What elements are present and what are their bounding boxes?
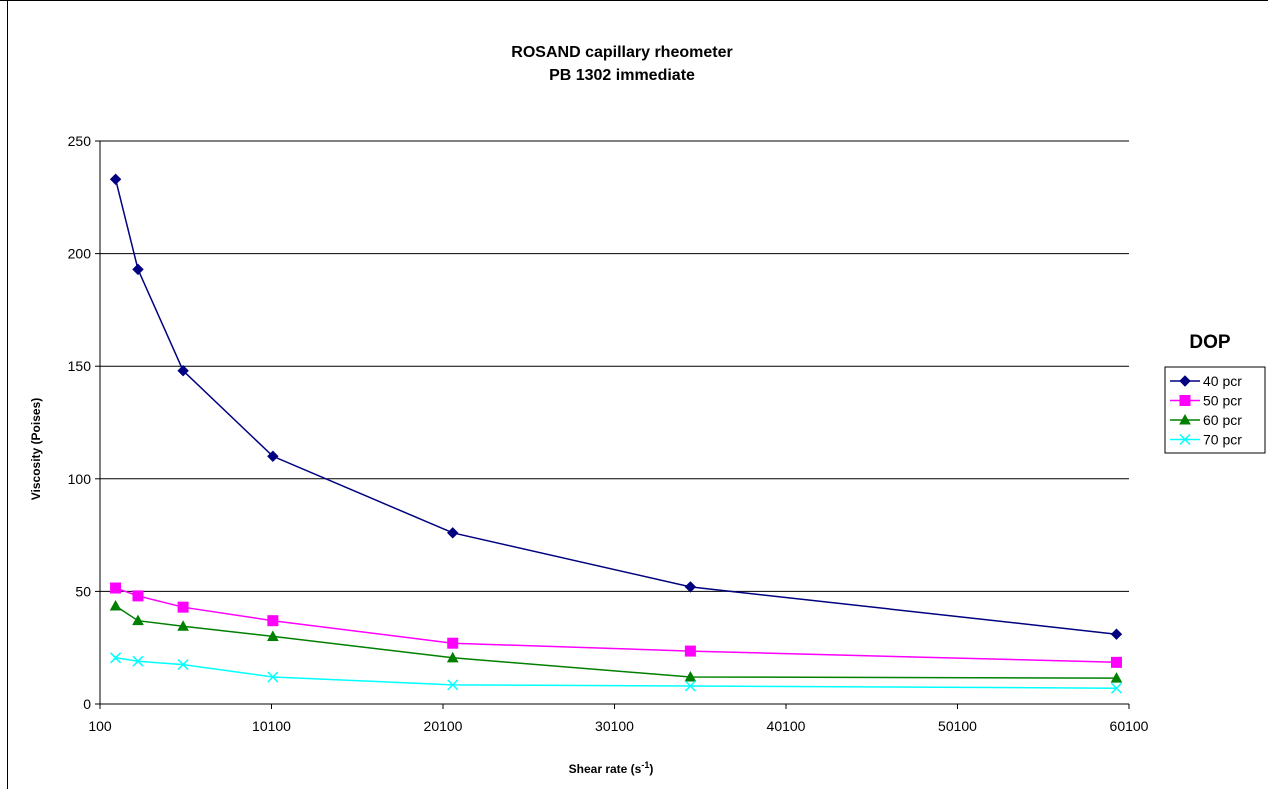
data-point-1-6 <box>1110 656 1122 668</box>
y-tick-label-2: 100 <box>68 471 92 487</box>
data-point-3-1 <box>132 655 144 667</box>
y-tick-label-5: 250 <box>68 133 92 149</box>
series-group <box>109 173 1123 694</box>
x-tick-label-3: 30100 <box>595 718 634 734</box>
x-axis-label: Shear rate (s-1) <box>569 760 654 776</box>
data-point-2-0 <box>109 600 122 611</box>
x-tick-label-0: 100 <box>88 718 112 734</box>
data-point-2-3 <box>267 630 279 641</box>
data-point-2-6 <box>1110 672 1123 683</box>
series-line-1 <box>115 587 1117 664</box>
legend-item-1: 50 pcr <box>1170 393 1242 409</box>
legend-label-1: 50 pcr <box>1203 393 1242 409</box>
chart-subtitle: PB 1302 immediate <box>549 67 695 84</box>
data-point-3-0 <box>110 652 122 664</box>
data-point-0-4 <box>447 527 459 539</box>
legend-marker-2 <box>1179 413 1191 425</box>
data-point-0-3 <box>267 450 279 462</box>
x-tick-label-6: 60100 <box>1110 718 1149 734</box>
axes <box>95 140 1130 709</box>
series-0 <box>109 173 1123 640</box>
data-point-2-2 <box>177 620 189 631</box>
legend-label-0: 40 pcr <box>1203 373 1242 389</box>
data-point-0-0 <box>109 173 122 185</box>
series-1 <box>110 582 1122 668</box>
y-tick-labels: 0 50 100 150 200 250 <box>68 133 92 712</box>
x-tick-label-4: 40100 <box>767 718 806 734</box>
series-2 <box>109 600 1123 683</box>
data-point-2-4 <box>446 651 459 663</box>
data-point-0-6 <box>1110 628 1123 640</box>
frame-left-edge <box>7 0 8 789</box>
legend-item-0: 40 pcr <box>1170 373 1242 389</box>
data-point-1-5 <box>684 645 696 657</box>
data-point-3-2 <box>177 659 189 671</box>
x-tick-label-1: 10100 <box>252 718 291 734</box>
data-point-1-0 <box>110 582 122 594</box>
data-point-1-1 <box>132 590 144 602</box>
legend-label-2: 60 pcr <box>1203 412 1242 428</box>
legend-item-3: 70 pcr <box>1170 432 1242 448</box>
x-tick-labels: 100 10100 20100 30100 40100 50100 60100 <box>88 718 1148 734</box>
x-axis-label-superscript: -1 <box>641 760 649 770</box>
data-point-3-3 <box>267 671 279 683</box>
data-point-0-2 <box>177 364 189 377</box>
legend-marker-1 <box>1179 395 1191 406</box>
data-point-2-5 <box>684 670 697 682</box>
y-tick-label-4: 200 <box>68 246 92 262</box>
y-tick-label-0: 0 <box>83 696 91 712</box>
y-tick-label-3: 150 <box>68 358 92 374</box>
data-point-3-4 <box>447 679 459 691</box>
data-point-1-2 <box>177 601 189 613</box>
legend-title: DOP <box>1189 332 1231 353</box>
chart-title: ROSAND capillary rheometer <box>511 44 732 61</box>
data-point-1-4 <box>447 637 459 649</box>
data-point-0-5 <box>684 581 697 593</box>
y-tick-label-1: 50 <box>75 583 91 599</box>
legend: 40 pcr 50 pcr 60 pcr 70 pcr <box>1170 373 1242 448</box>
data-point-2-1 <box>132 614 144 626</box>
legend-marker-0 <box>1179 375 1191 387</box>
x-tick-label-2: 20100 <box>424 718 463 734</box>
y-axis-label: Viscosity (Poises) <box>29 398 43 501</box>
legend-marker-3 <box>1179 433 1191 446</box>
series-line-0 <box>114 179 1117 635</box>
x-axis-label-main: Shear rate (s <box>569 762 642 776</box>
grid-lines <box>100 140 1129 592</box>
x-axis-label-suffix: ) <box>649 762 653 776</box>
x-tick-label-5: 50100 <box>938 718 977 734</box>
series-3 <box>110 652 1123 694</box>
data-point-1-3 <box>267 615 279 627</box>
frame-top-edge <box>0 0 1268 1</box>
data-point-3-5 <box>684 680 696 692</box>
legend-item-2: 60 pcr <box>1170 412 1242 428</box>
data-point-3-6 <box>1110 682 1123 694</box>
data-point-0-1 <box>132 263 144 276</box>
legend-label-3: 70 pcr <box>1203 432 1242 448</box>
series-line-3 <box>115 657 1117 689</box>
